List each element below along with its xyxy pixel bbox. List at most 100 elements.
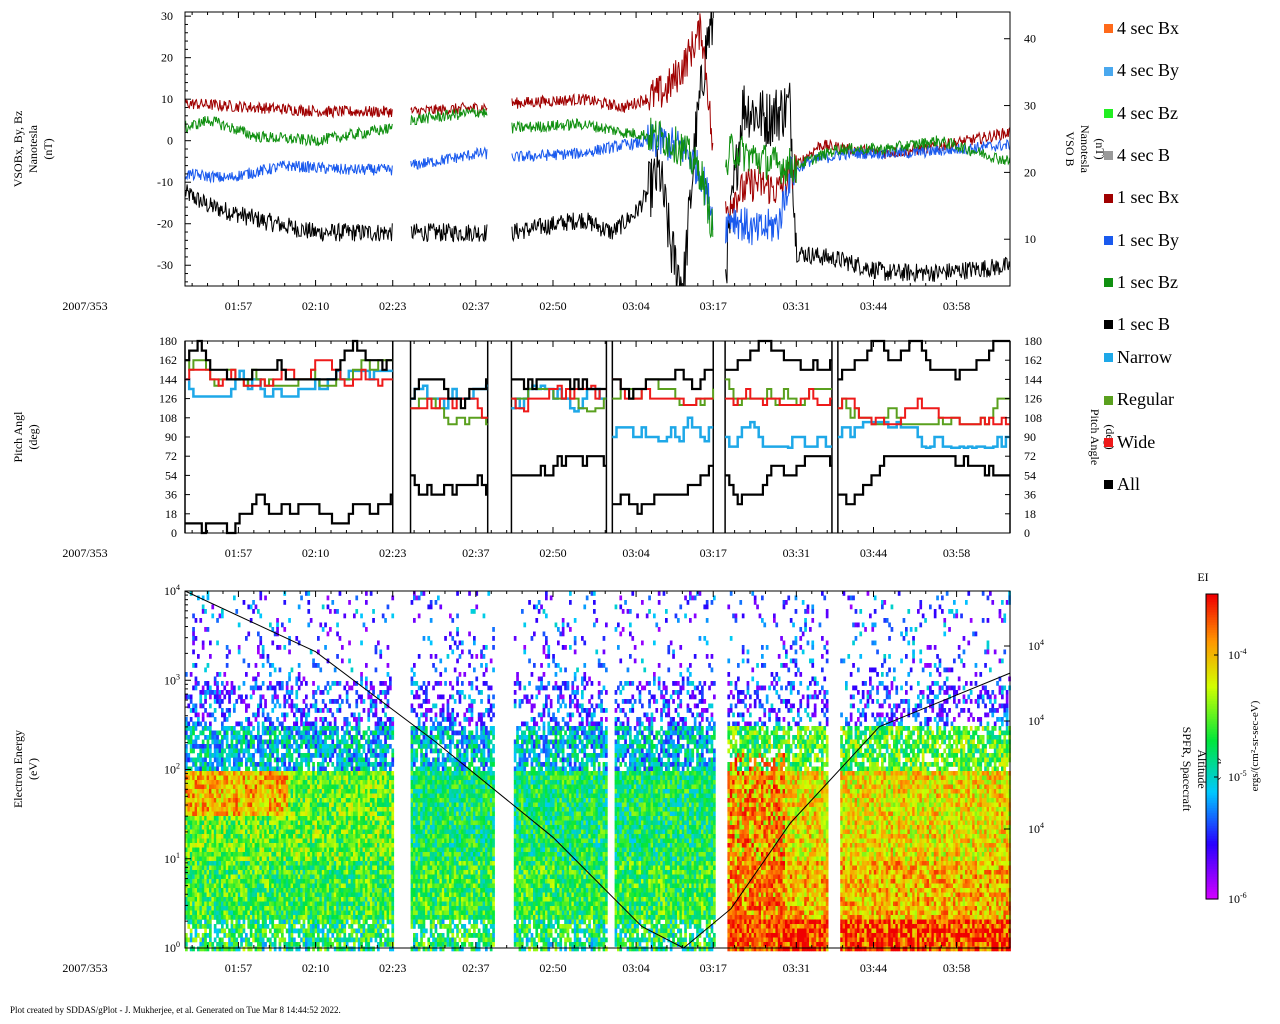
spectrogram-cell (381, 681, 385, 686)
spectrogram-cell (283, 789, 287, 794)
spectrogram-cell (249, 825, 253, 830)
spectrogram-cell (369, 748, 373, 754)
spectrogram-cell (242, 753, 246, 758)
spectrogram-cell (206, 856, 210, 862)
spectrogram-cell (353, 861, 356, 866)
spectrogram-cell (271, 820, 275, 826)
spectrogram-cell (309, 852, 313, 857)
spectrogram-cell (365, 766, 368, 772)
spectrogram-cell (211, 879, 215, 884)
spectrogram-cell (225, 771, 229, 776)
spectrogram-cell (261, 888, 265, 893)
spectrogram-cell (379, 730, 383, 736)
spectrogram-cell (312, 906, 315, 911)
spectrogram-cell (341, 775, 344, 781)
spectrogram-cell (266, 654, 270, 659)
spectrogram-cell (240, 784, 243, 790)
spectrogram-cell (240, 744, 243, 749)
spectrogram-cell (233, 915, 236, 920)
spectrogram-cell (269, 856, 272, 862)
spectrogram-cell (372, 609, 375, 614)
spectrogram-cell (209, 888, 212, 893)
spectrogram-cell (216, 829, 219, 835)
spectrogram-cell (264, 928, 267, 934)
spectrogram-cell (314, 843, 318, 848)
spectrogram-cell (329, 726, 332, 731)
spectrogram-cell (187, 775, 191, 781)
spectrogram-cell (329, 829, 332, 835)
spectrogram-cell (211, 793, 215, 799)
spectrogram-cell (223, 883, 227, 889)
spectrogram-cell (374, 726, 378, 731)
spectrogram-cell (384, 712, 387, 718)
spectrogram-cell (360, 915, 363, 920)
spectrogram-cell (211, 604, 215, 610)
spectrogram-cell (324, 901, 327, 907)
spectrogram-cell (295, 721, 299, 727)
spectrogram-cell (333, 856, 337, 862)
spectrogram-cell (290, 771, 294, 776)
spectrogram-cell (384, 780, 387, 785)
spectrogram-cell (209, 906, 212, 911)
spectrogram-cell (240, 883, 243, 889)
spectrogram-cell (374, 766, 378, 772)
spectrogram-cell (297, 946, 301, 952)
spectrogram-cell (365, 874, 368, 880)
spectrogram-cell (336, 879, 339, 884)
spectrogram-cell (362, 735, 366, 740)
spectrogram-cell (213, 874, 217, 880)
spectrogram-cell (235, 937, 239, 943)
spectrogram-cell (283, 838, 287, 844)
spectrogram-cell (185, 942, 188, 947)
y-right-tick-label: 126 (1024, 392, 1042, 406)
spectrogram-cell (353, 946, 356, 952)
spectrogram-cell (225, 681, 229, 686)
spectrogram-cell (295, 744, 299, 749)
spectrogram-cell (288, 649, 291, 655)
spectrogram-cell (345, 748, 349, 754)
spectrogram-cell (242, 897, 246, 902)
spectrogram-cell (189, 811, 193, 817)
spectrogram-cell (264, 762, 267, 767)
spectrogram-cell (221, 793, 224, 799)
spectrogram-cell (218, 739, 222, 745)
spectrogram-cell (360, 744, 363, 749)
spectrogram-cell (197, 753, 200, 758)
spectrogram-cell (343, 915, 347, 920)
spectrogram-cell (410, 667, 414, 673)
spectrogram-cell (302, 928, 306, 934)
spectrogram-cell (295, 897, 299, 902)
spectrogram-cell (273, 888, 277, 893)
spectrogram-cell (381, 690, 385, 695)
spectrogram-cell (285, 681, 289, 686)
spectrogram-cell (372, 775, 375, 781)
spectrogram-cell (302, 838, 306, 844)
spectrogram-cell (341, 856, 344, 862)
spectrogram-cell (266, 901, 270, 907)
spectrogram-cell (350, 816, 354, 821)
spectrogram-cell (391, 762, 395, 767)
spectrogram-cell (379, 721, 383, 727)
spectrogram-cell (249, 928, 253, 934)
spectrogram-cell (410, 816, 414, 821)
spectrogram-cell (285, 901, 289, 907)
spectrogram-cell (305, 780, 308, 785)
spectrogram-cell (249, 942, 253, 947)
spectrogram-cell (285, 942, 289, 947)
spectrogram-cell (228, 915, 231, 920)
spectrogram-cell (384, 784, 387, 790)
spectrogram-cell (199, 874, 203, 880)
spectrogram-cell (252, 780, 255, 785)
spectrogram-cell (257, 802, 260, 808)
spectrogram-cell (336, 816, 339, 821)
spectrogram-cell (204, 753, 207, 758)
spectrogram-cell (285, 802, 289, 808)
spectrogram-cell (185, 946, 188, 952)
spectrogram-cell (271, 771, 275, 776)
spectrogram-cell (338, 852, 342, 857)
spectrogram-cell (317, 906, 320, 911)
spectrogram-cell (271, 910, 275, 916)
spectrogram-cell (259, 906, 263, 911)
spectrogram-cell (228, 933, 231, 938)
spectrogram-cell (209, 798, 212, 803)
